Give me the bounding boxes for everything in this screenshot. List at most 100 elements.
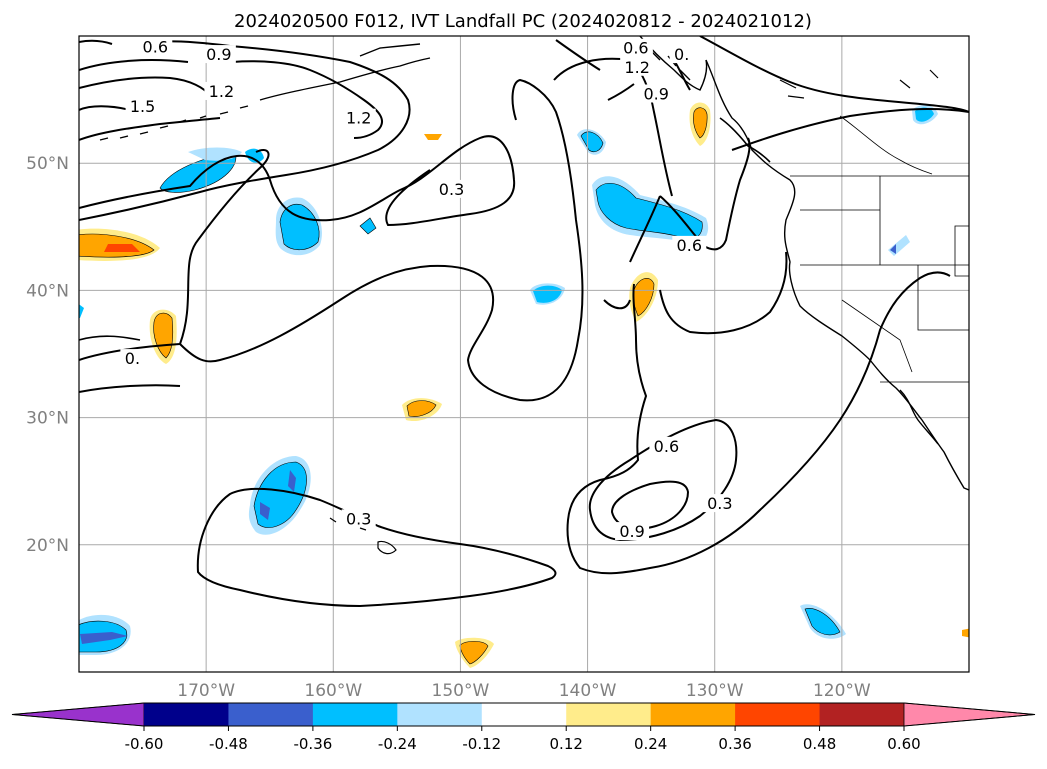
west-coast	[705, 59, 969, 491]
contour-line-0.3	[196, 487, 557, 608]
lon-tick-label: 140°W	[559, 681, 617, 701]
contour-line	[659, 251, 788, 335]
positive-blob	[693, 107, 708, 139]
negative-blob	[260, 502, 270, 520]
negative-blob	[890, 244, 896, 254]
contour-line	[79, 76, 211, 97]
vancouver-island	[719, 117, 771, 163]
colorbar-tick-label: 0.48	[803, 735, 836, 753]
contour-line	[79, 59, 383, 139]
colorbar-tick-label: 0.36	[718, 735, 751, 753]
contour-line-0.3	[566, 195, 951, 575]
contour-label-bg	[341, 108, 376, 127]
colorbar: -0.60 -0.48 -0.36 -0.24 -0.12 0.12 0.24 0.36 0.4…	[11, 702, 1036, 753]
colorbar-segment	[397, 703, 483, 726]
contour-label-bg	[672, 235, 707, 254]
colorbar-segment	[228, 703, 314, 726]
positive-blob	[424, 134, 442, 140]
contour-labels: 0.6 0.9 1.2 1.5 1.2 0.3 0.6 0. 1.2 0.9 0.6 0. 0.3 0.6…	[120, 37, 737, 541]
graticule	[79, 36, 969, 672]
positive-blob	[406, 400, 437, 417]
contour-label-bg	[201, 45, 236, 64]
negative-blob	[79, 304, 84, 318]
contour-line	[79, 39, 411, 221]
colorbar-tick-label: -0.48	[209, 735, 248, 753]
contour-label: 0.9	[206, 45, 231, 64]
colorbar-segment	[481, 703, 567, 726]
baja-coast	[899, 389, 939, 445]
political-borders	[790, 115, 969, 383]
alaska-south-coast	[359, 43, 421, 57]
contour-label: 1.2	[346, 109, 371, 128]
contour-label-bg	[649, 436, 684, 455]
contour-label: 0.6	[654, 437, 679, 456]
lon-tick-label: 160°W	[304, 681, 362, 701]
figure-title: 2024020500 F012, IVT Landfall PC (202402…	[234, 11, 812, 32]
colorbar-tick-label: 0.60	[887, 735, 920, 753]
map-background	[79, 36, 969, 672]
colorbar-tick-label: -0.36	[293, 735, 332, 753]
lat-tick-label: 30°N	[26, 409, 69, 429]
interior-lakes	[779, 69, 939, 99]
alaska-peninsula	[259, 57, 431, 101]
positive-blob	[104, 244, 140, 252]
positive-blob	[153, 312, 174, 359]
colorbar-segment	[566, 703, 652, 726]
negative-blob	[915, 107, 934, 122]
contour-label: 0.9	[619, 522, 644, 541]
contour-line	[79, 148, 270, 393]
latitude-labels: 50°N 40°N 30°N 20°N	[26, 154, 69, 556]
negative-blob	[288, 470, 296, 492]
colorbar-tick-label: -0.24	[378, 735, 417, 753]
colorbar-segment	[312, 703, 398, 726]
lat-tick-label: 40°N	[26, 281, 69, 301]
contour-line	[79, 335, 141, 341]
contour-label: 1.5	[130, 97, 155, 116]
colorbar-segment	[650, 703, 736, 726]
colorbar-over-arrow	[903, 702, 1036, 727]
contour-line	[179, 78, 584, 402]
contour-label-bg	[702, 494, 737, 513]
negative-blob	[359, 217, 377, 235]
longitude-labels: 170°W 160°W 150°W 140°W 130°W 120°W	[177, 681, 871, 701]
contour-label: 1.2	[624, 58, 649, 77]
contour-label-bg	[125, 97, 160, 116]
negative-blob	[245, 148, 264, 163]
contour-label-bg	[341, 509, 376, 528]
contour-line	[699, 36, 969, 151]
contour-label: 0.3	[439, 180, 464, 199]
contour-label-bg	[618, 38, 653, 57]
map-frame	[78, 35, 970, 673]
negative-blob	[804, 608, 841, 636]
colorbar-tick-label: 0.24	[634, 735, 667, 753]
contour-label: 0.9	[644, 85, 669, 104]
contour-line-0.3	[79, 135, 516, 227]
colorbar-tick-label: -0.12	[462, 735, 501, 753]
contour-label-bg	[434, 179, 469, 198]
contour-label: 1.2	[209, 82, 234, 101]
colorbar-tick-label: -0.60	[125, 735, 164, 753]
lon-tick-label: 120°W	[813, 681, 871, 701]
contour-label: 0.	[125, 349, 140, 368]
lon-tick-label: 170°W	[177, 681, 235, 701]
colorbar-segment	[819, 703, 905, 726]
contour-line	[79, 105, 221, 141]
contour-label-bg	[204, 81, 239, 100]
contour-label: 0.3	[707, 494, 732, 513]
negative-blob	[279, 203, 320, 251]
colorbar-under-arrow	[11, 702, 145, 727]
contour-label-bg	[138, 37, 173, 56]
lon-tick-label: 130°W	[686, 681, 744, 701]
lat-tick-label: 50°N	[26, 154, 69, 174]
contour-label: 0.	[674, 45, 689, 64]
contour-label: 0.6	[677, 236, 702, 255]
positive-blob	[459, 641, 489, 665]
contour-label-bg	[669, 45, 694, 64]
colorbar-segment	[144, 703, 229, 726]
shaded-anomalies	[79, 102, 969, 668]
colorbar-tick-label: 0.12	[550, 735, 583, 753]
contour-label: 0.6	[143, 37, 168, 56]
colorbar-segment	[735, 703, 821, 726]
